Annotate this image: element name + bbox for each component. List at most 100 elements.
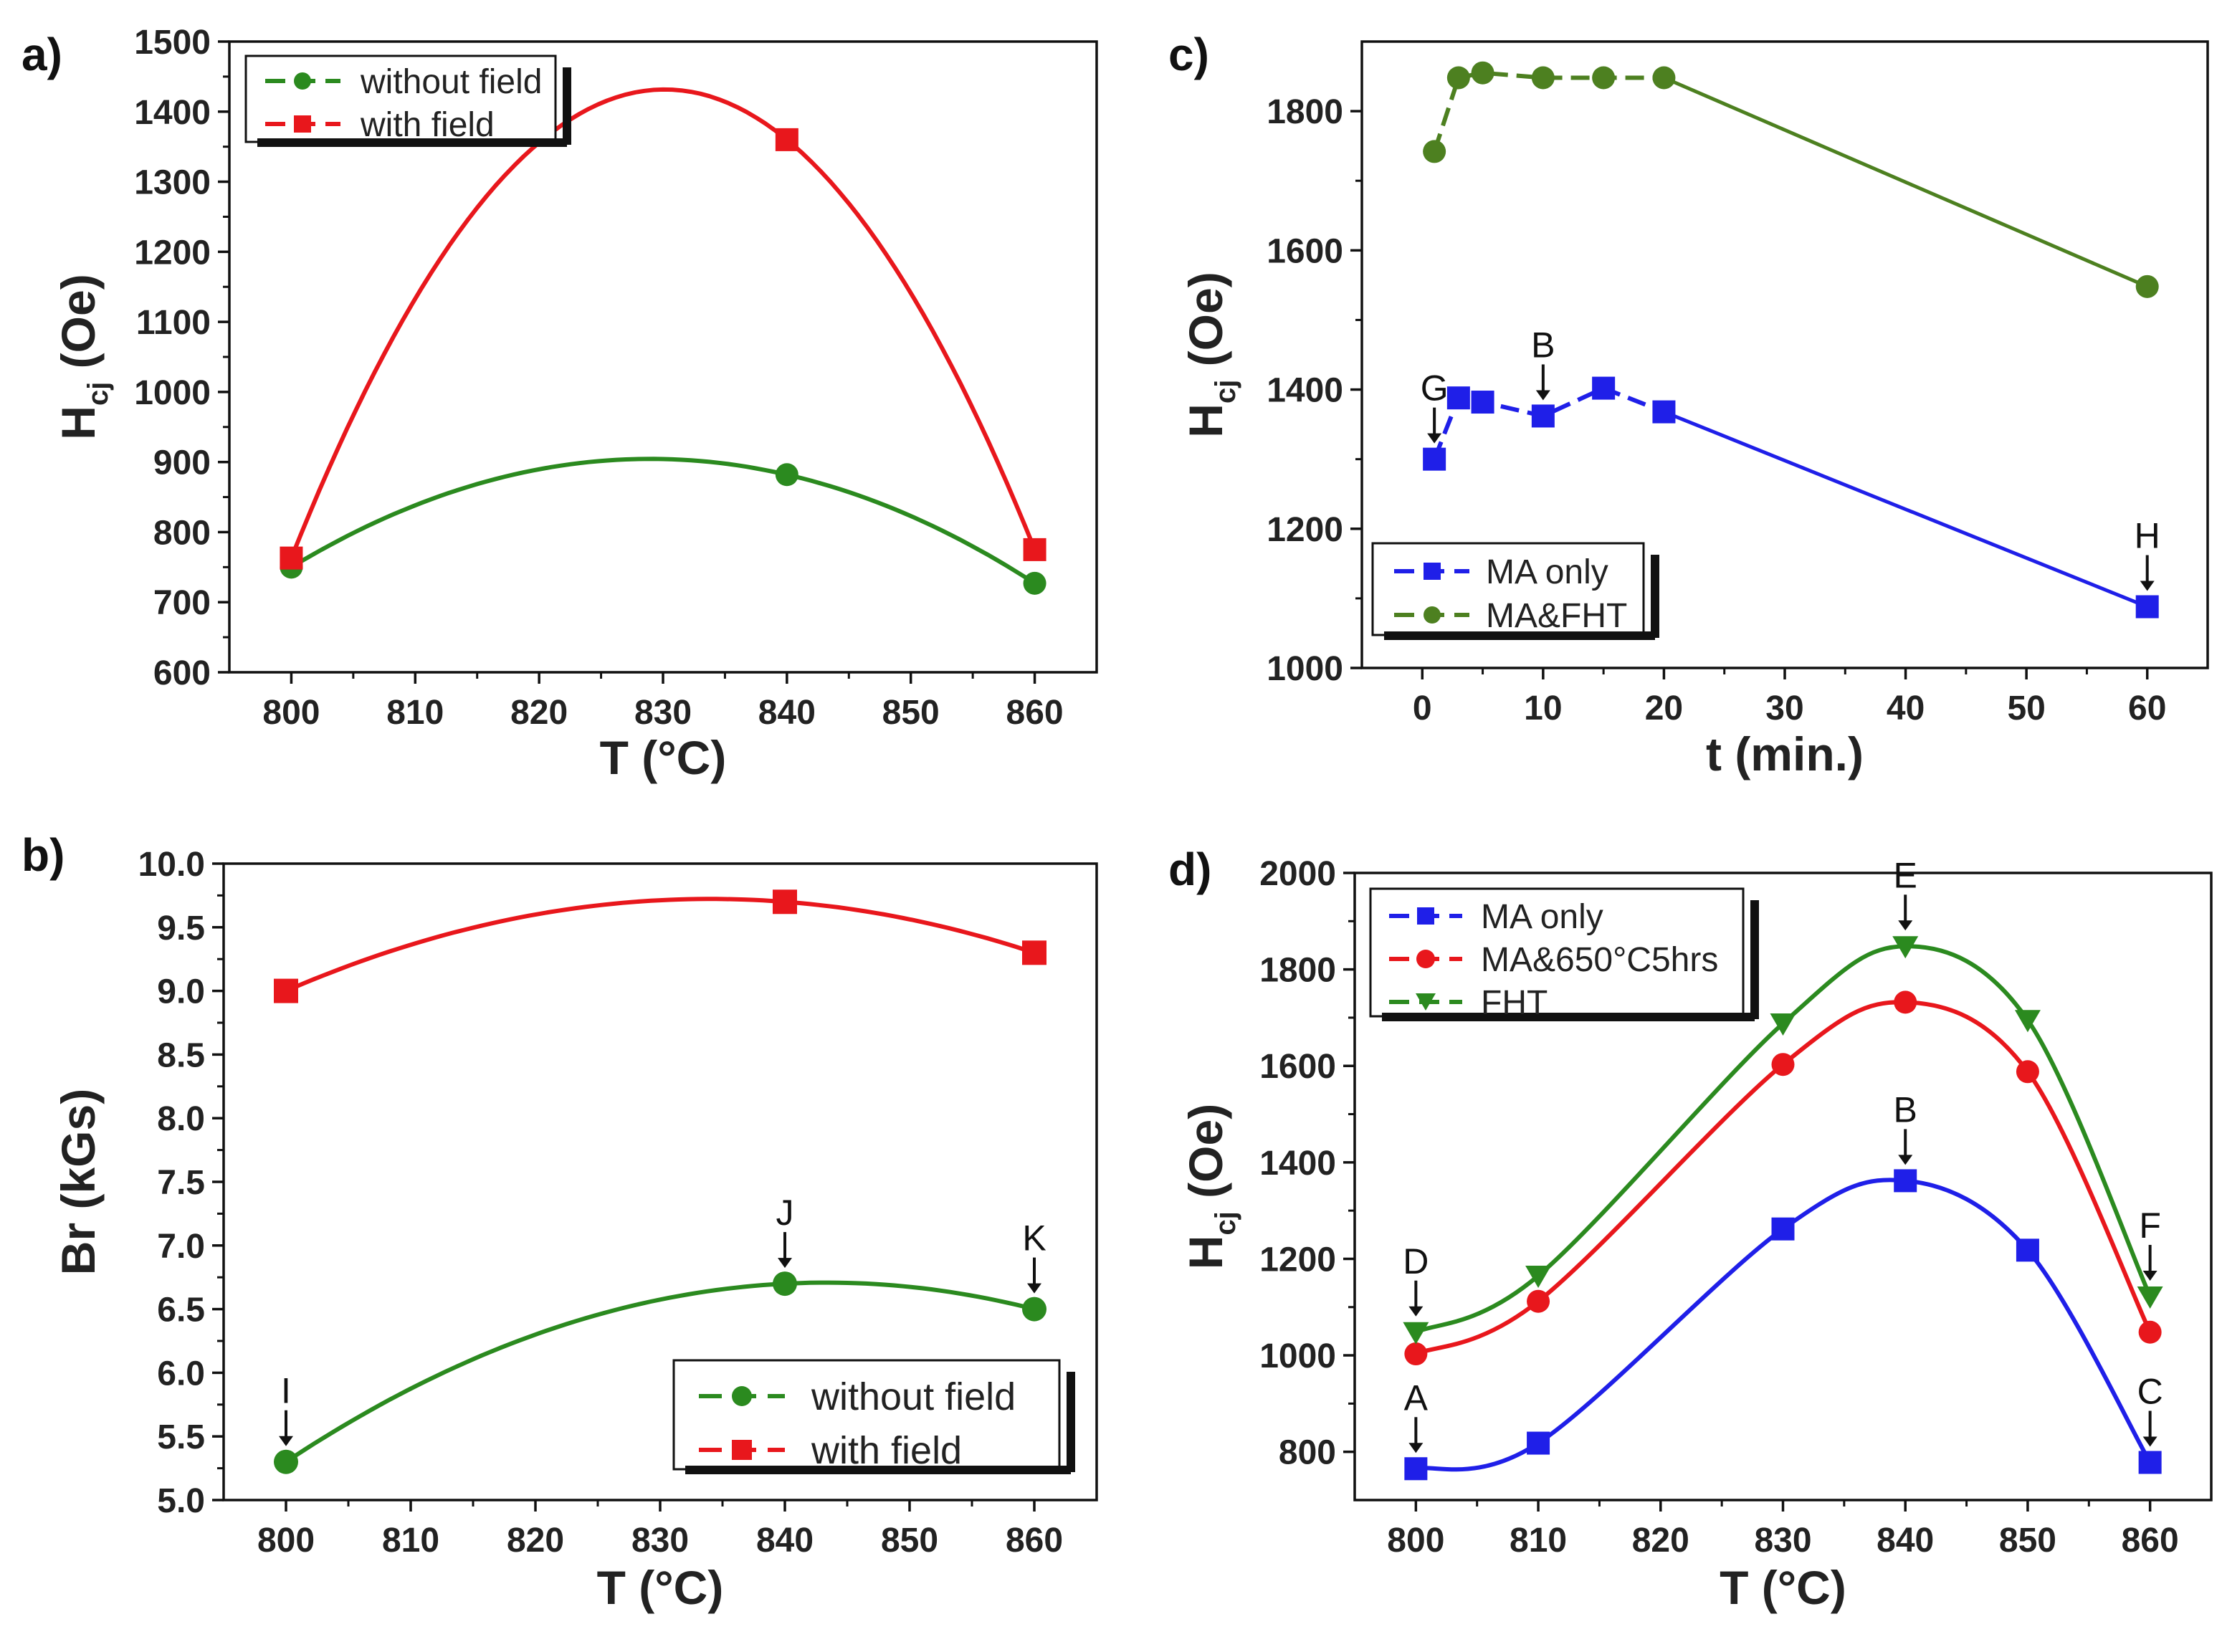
legend-b-label-without: without field (811, 1375, 1016, 1418)
data-point-b-1 (274, 978, 298, 1003)
legend-d-label-fht: FHT (1481, 984, 1548, 1022)
y-tick-label-d: 1600 (1259, 1048, 1336, 1086)
x-tick-label-d: 850 (1999, 1522, 2056, 1560)
series-line-b-0 (285, 1280, 1035, 1464)
annotation-arrowhead-b (1027, 1283, 1041, 1294)
x-tick-label-d: 840 (1877, 1522, 1934, 1560)
x-tick-label-a: 830 (634, 694, 692, 732)
data-point-c-1 (1652, 66, 1676, 90)
annotation-label-b: K (1022, 1218, 1046, 1259)
annotation-label-b: J (776, 1193, 794, 1233)
data-point-c-1 (1592, 66, 1616, 90)
y-tick-label-a: 1200 (134, 234, 211, 272)
data-point-c-1 (2135, 274, 2159, 298)
annotation-arrowhead-c (2140, 581, 2155, 591)
x-tick-label-b: 810 (382, 1522, 439, 1560)
panel-d: d) 800 810 820 830 840 850 860 800 1000 1200 1400 1… (1168, 844, 2213, 1614)
y-axis-title-b: Br (kGs) (52, 1089, 105, 1275)
annotation-label-d: F (2139, 1205, 2161, 1246)
legend-a-label-without: without field (360, 63, 542, 101)
x-tick-label-d: 810 (1510, 1522, 1567, 1560)
y-tick-label-c: 1800 (1267, 93, 1343, 131)
annotation-arrowhead-c (1535, 390, 1550, 401)
data-point-d-2 (2014, 1010, 2041, 1033)
annotation-arrowhead-c (1427, 433, 1442, 444)
y-axis-title-a: Hcj (Oe) (52, 274, 114, 439)
y-tick-label-b: 9.0 (157, 973, 205, 1011)
x-tick-label-c: 10 (1524, 689, 1562, 727)
legend-c-marker-ma (1424, 563, 1441, 580)
x-tick-label-b: 830 (631, 1522, 689, 1560)
data-point-d-2 (1892, 936, 1919, 959)
y-tick-label-a: 1500 (134, 24, 211, 62)
y-tick-label-b: 9.5 (157, 909, 205, 947)
legend-c-label-fht: MA&FHT (1486, 597, 1627, 635)
y-tick-label-d: 1800 (1259, 952, 1336, 990)
legend-d-marker-650 (1416, 950, 1435, 968)
data-point-a-1 (1023, 538, 1046, 561)
legend-b-shadow (685, 1466, 1071, 1474)
panel-letter-c: c) (1168, 29, 1209, 80)
x-tick-label-c: 40 (1887, 689, 1925, 727)
data-point-d-0 (1404, 1457, 1428, 1481)
x-tick-label-b: 820 (507, 1522, 564, 1560)
legend-d-shadow (1382, 1013, 1755, 1021)
legend-a-marker-with (294, 115, 311, 133)
legend-c-marker-fht (1424, 606, 1441, 624)
data-point-b-1 (1022, 940, 1046, 965)
x-tick-label-a: 810 (386, 694, 444, 732)
data-point-c-0 (1592, 376, 1616, 400)
y-tick-label-a: 1300 (134, 164, 211, 202)
legend-a-marker-without (294, 72, 311, 90)
x-tick-label-d: 800 (1387, 1522, 1444, 1560)
legend-d-marker-ma (1417, 907, 1434, 925)
y-tick-label-d: 1400 (1259, 1145, 1336, 1183)
x-tick-label-a: 860 (1006, 694, 1064, 732)
y-tick-label-b: 6.5 (157, 1291, 205, 1329)
y-tick-label-a: 1100 (136, 304, 211, 342)
series-line-solid-c-0 (1663, 410, 2148, 608)
x-tick-label-b: 840 (756, 1522, 814, 1560)
x-axis-title-c: t (min.) (1706, 727, 1864, 780)
annotation-label-d: E (1894, 855, 1917, 895)
annotation-label-b: I (281, 1371, 291, 1411)
annotation-label-c: G (1421, 368, 1449, 409)
panel-b: b) 800 810 820 830 840 850 860 5.0 5.5 6.0 6.5 7.0 7… (22, 829, 1098, 1614)
x-tick-label-a: 850 (882, 694, 940, 732)
data-point-d-0 (2138, 1451, 2162, 1474)
y-tick-label-a: 800 (153, 514, 211, 552)
data-point-c-0 (1652, 400, 1676, 424)
y-tick-label-b: 6.0 (157, 1355, 205, 1393)
x-tick-label-b: 850 (881, 1522, 938, 1560)
y-tick-label-b: 7.0 (157, 1228, 205, 1266)
y-tick-label-c: 1000 (1267, 650, 1343, 688)
data-point-d-2 (1770, 1013, 1796, 1036)
x-axis-title-d: T (°C) (1720, 1561, 1846, 1614)
x-tick-label-a: 800 (262, 694, 320, 732)
x-axis-title-b: T (°C) (597, 1561, 724, 1614)
series-line-a-0 (290, 457, 1036, 586)
y-tick-label-b: 8.0 (157, 1100, 205, 1138)
annotation-arrowhead-d (1408, 1306, 1424, 1317)
legend-c-label-ma: MA only (1486, 553, 1608, 591)
y-tick-label-d: 2000 (1259, 855, 1336, 893)
y-tick-label-c: 1600 (1267, 232, 1343, 270)
data-point-c-0 (1471, 391, 1494, 414)
y-tick-label-d: 800 (1279, 1434, 1336, 1472)
x-tick-label-c: 0 (1413, 689, 1432, 727)
data-point-c-0 (1446, 386, 1470, 410)
data-point-c-0 (1423, 447, 1446, 471)
legend-d-label-ma: MA only (1481, 898, 1603, 936)
data-point-c-1 (1446, 66, 1470, 90)
x-tick-label-c: 50 (2007, 689, 2045, 727)
legend-b-label-with: with field (811, 1429, 962, 1472)
y-tick-label-c: 1200 (1267, 511, 1343, 549)
data-point-a-1 (280, 546, 303, 570)
annotation-label-d: B (1894, 1089, 1917, 1130)
legend-a-label-with: with field (360, 106, 495, 144)
data-point-d-0 (1894, 1169, 1917, 1193)
x-tick-label-a: 840 (758, 694, 816, 732)
x-tick-label-d: 860 (2122, 1522, 2179, 1560)
data-point-d-1 (1404, 1342, 1428, 1366)
data-point-a-0 (1023, 571, 1046, 595)
